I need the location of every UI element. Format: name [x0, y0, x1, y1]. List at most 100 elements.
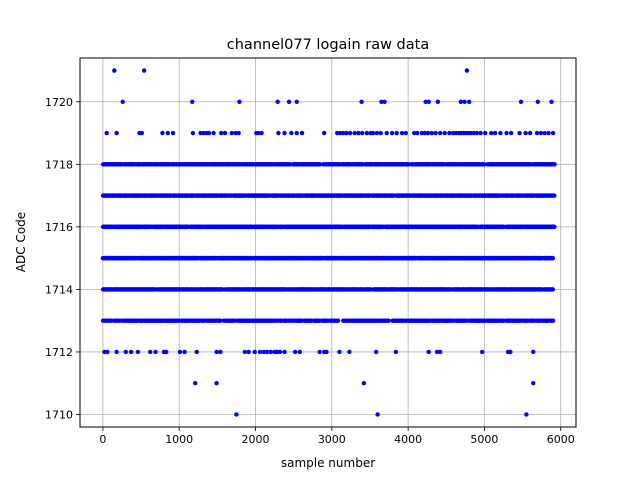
data-point — [198, 130, 203, 136]
data-point — [148, 349, 153, 355]
data-point — [373, 349, 379, 355]
data-point — [317, 162, 322, 167]
data-point — [403, 130, 409, 136]
data-point — [498, 130, 503, 136]
data-point — [194, 349, 199, 355]
data-point — [317, 349, 322, 355]
data-point — [264, 349, 270, 355]
data-point — [246, 349, 251, 355]
data-point — [482, 162, 487, 167]
y-tick-label: 1710 — [45, 408, 73, 421]
data-point — [434, 349, 440, 355]
data-point — [282, 349, 287, 355]
data-point — [347, 349, 352, 355]
data-point — [415, 130, 420, 136]
data-point — [268, 349, 273, 355]
data-point — [458, 99, 463, 104]
data-point — [292, 349, 298, 355]
data-point — [252, 349, 257, 355]
data-point — [379, 99, 384, 104]
x-tick-label: 0 — [99, 433, 106, 446]
data-point — [120, 99, 125, 104]
data-point — [233, 130, 238, 136]
data-point — [160, 130, 165, 136]
data-point — [462, 99, 467, 104]
data-point — [324, 349, 329, 355]
data-point — [386, 318, 391, 323]
data-point — [546, 130, 551, 136]
data-point — [236, 130, 241, 136]
data-point — [489, 130, 494, 136]
data-point — [550, 287, 556, 292]
data-point — [442, 130, 447, 136]
data-point — [437, 349, 443, 355]
data-points — [100, 68, 557, 417]
data-point — [492, 130, 498, 136]
data-point — [531, 349, 536, 355]
data-point — [229, 130, 235, 136]
data-point — [234, 412, 239, 417]
data-point — [214, 349, 219, 355]
data-point — [277, 349, 283, 355]
data-point — [542, 130, 547, 136]
data-point — [482, 130, 488, 136]
data-point — [105, 349, 110, 355]
x-tick-label: 4000 — [394, 433, 422, 446]
data-point — [426, 349, 431, 355]
y-tick-label: 1720 — [45, 96, 73, 109]
data-point — [218, 318, 223, 323]
data-point — [259, 130, 264, 136]
data-point — [552, 193, 557, 198]
y-tick-label: 1716 — [45, 221, 73, 234]
x-tick-label: 2000 — [242, 433, 270, 446]
data-point — [364, 130, 370, 136]
data-point — [523, 130, 528, 136]
data-point — [164, 349, 169, 355]
data-point — [518, 99, 524, 104]
data-point — [104, 130, 109, 136]
data-point — [549, 99, 554, 104]
data-point — [508, 349, 513, 355]
data-point — [321, 130, 327, 136]
data-point — [102, 349, 107, 355]
data-point — [139, 130, 145, 136]
data-point — [534, 130, 540, 136]
data-point — [170, 130, 176, 136]
data-point — [466, 99, 472, 104]
data-point — [190, 130, 196, 136]
data-point — [297, 349, 302, 355]
data-point — [294, 130, 299, 136]
data-point — [508, 130, 514, 136]
data-point — [294, 99, 299, 104]
data-point — [474, 130, 479, 136]
x-tick-label: 3000 — [318, 433, 346, 446]
data-point — [282, 130, 287, 136]
data-point — [378, 130, 383, 136]
data-point — [201, 130, 206, 136]
axis-ticks: 0 1000 2000 3000 4000 5000 6000 1710 1712 1714 171… — [45, 96, 575, 446]
data-point — [433, 130, 438, 136]
data-point — [222, 130, 228, 136]
data-point — [128, 349, 134, 355]
data-point — [394, 130, 399, 136]
data-point — [182, 349, 187, 355]
data-point — [360, 130, 365, 136]
x-tick-label: 6000 — [547, 433, 575, 446]
data-point — [341, 130, 346, 136]
data-point — [453, 130, 459, 136]
data-point — [389, 130, 395, 136]
data-point — [112, 68, 117, 73]
data-point — [299, 130, 305, 136]
data-point — [550, 255, 556, 261]
data-point — [337, 349, 342, 355]
data-point — [359, 99, 364, 104]
data-point — [276, 130, 281, 136]
data-point — [504, 130, 509, 136]
data-point — [426, 99, 431, 104]
data-point — [211, 130, 216, 136]
data-point — [538, 130, 544, 136]
data-point — [382, 99, 387, 104]
y-tick-label: 1714 — [45, 283, 73, 296]
data-point — [206, 130, 212, 136]
